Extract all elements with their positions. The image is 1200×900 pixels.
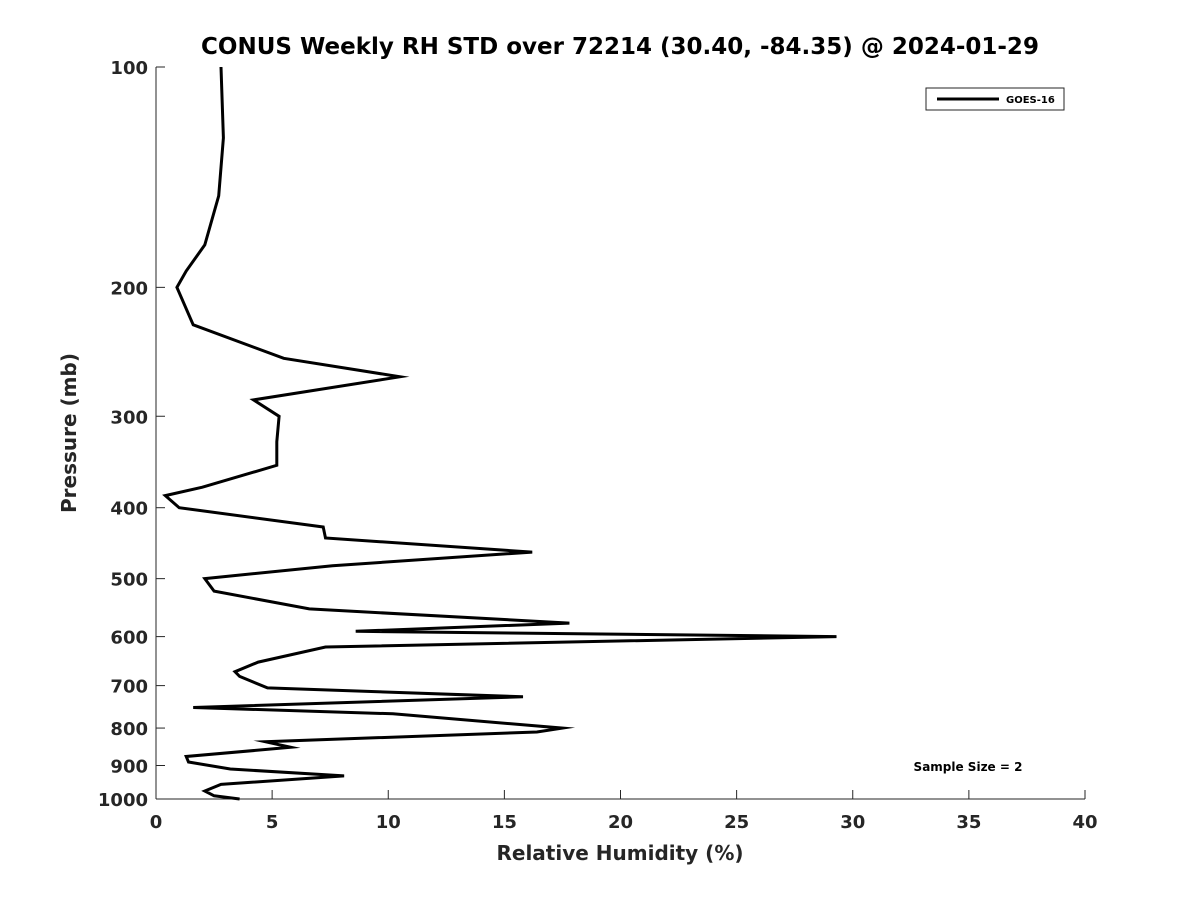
plot-area	[156, 67, 1085, 799]
y-tick-label: 100	[110, 58, 148, 79]
legend: GOES-16	[925, 87, 1065, 111]
y-axis-label: Pressure (mb)	[57, 353, 81, 513]
x-tick-label: 0	[150, 812, 163, 833]
x-tick-label: 20	[608, 812, 633, 833]
y-tick-label: 1000	[98, 790, 148, 811]
series-line-goes-16	[162, 66, 837, 801]
y-tick-label: 600	[110, 628, 148, 649]
series-layer	[162, 66, 837, 801]
chart-title: CONUS Weekly RH STD over 72214 (30.40, -…	[201, 34, 1039, 60]
x-tick-label: 40	[1072, 812, 1097, 833]
y-tick-label: 900	[110, 757, 148, 778]
x-tick-label: 10	[376, 812, 401, 833]
y-tick-label: 800	[110, 719, 148, 740]
y-axis-ticks: 100 200 300 400 500 600 700 800 900 1000	[98, 58, 165, 811]
y-tick-label: 700	[110, 677, 148, 698]
y-tick-label: 500	[110, 570, 148, 591]
x-tick-label: 30	[840, 812, 865, 833]
x-tick-label: 35	[956, 812, 981, 833]
sample-size-annotation: Sample Size = 2	[914, 760, 1023, 774]
y-tick-label: 300	[110, 407, 148, 428]
x-axis-label: Relative Humidity (%)	[496, 841, 743, 865]
x-tick-label: 25	[724, 812, 749, 833]
y-tick-label: 400	[110, 499, 148, 520]
x-tick-label: 5	[266, 812, 279, 833]
x-tick-label: 15	[492, 812, 517, 833]
x-axis-ticks: 0 5 10 15 20 25 30 35 40	[150, 790, 1098, 833]
y-tick-label: 200	[110, 278, 148, 299]
legend-label-goes-16: GOES-16	[1006, 95, 1055, 106]
